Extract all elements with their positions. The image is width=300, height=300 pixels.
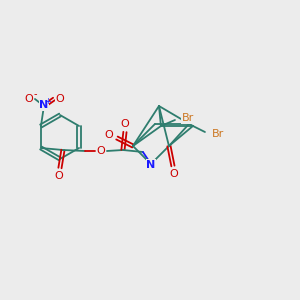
Text: O: O: [169, 169, 178, 179]
Text: Br: Br: [182, 113, 194, 123]
Text: O: O: [105, 130, 113, 140]
Text: Br: Br: [212, 129, 224, 139]
Text: O: O: [56, 94, 64, 104]
Text: O: O: [97, 146, 105, 156]
Text: O: O: [121, 119, 129, 129]
Text: O: O: [25, 94, 33, 104]
Text: N: N: [39, 100, 49, 110]
Text: +: +: [44, 97, 51, 106]
Text: N: N: [146, 160, 156, 170]
Text: O: O: [55, 171, 63, 181]
Text: -: -: [33, 89, 37, 99]
